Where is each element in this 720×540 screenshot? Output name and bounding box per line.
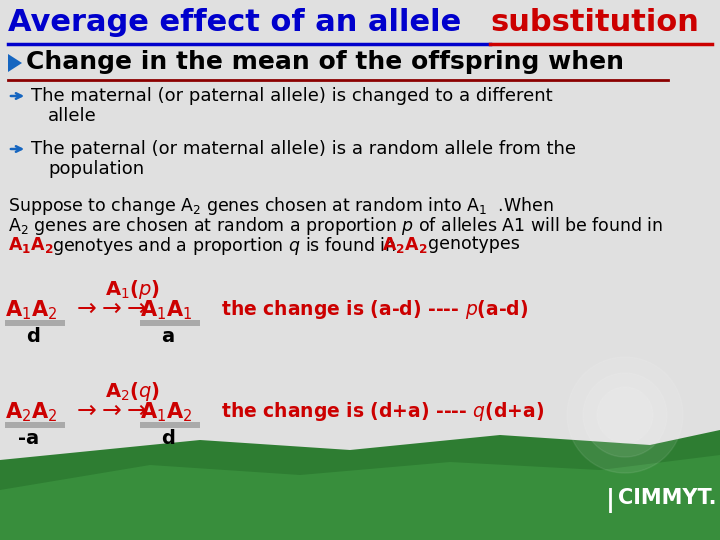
Text: population: population (48, 160, 144, 178)
Text: The paternal (or maternal allele) is a random allele from the: The paternal (or maternal allele) is a r… (31, 140, 576, 158)
Circle shape (567, 357, 683, 473)
Text: A$_2$ genes are chosen at random a proportion $p$ of alleles A1 will be found in: A$_2$ genes are chosen at random a propo… (8, 215, 663, 237)
Text: a: a (161, 327, 174, 346)
Text: $\bf{A_2A_2}$: $\bf{A_2A_2}$ (382, 235, 428, 255)
Polygon shape (0, 455, 720, 540)
Text: The maternal (or paternal allele) is changed to a different: The maternal (or paternal allele) is cha… (31, 87, 553, 105)
Bar (5, 422, 65, 428)
Text: A$_2$A$_2$: A$_2$A$_2$ (5, 400, 58, 423)
Bar (140, 422, 200, 428)
Text: Change in the mean of the offspring when: Change in the mean of the offspring when (26, 50, 624, 74)
Text: |: | (606, 488, 615, 513)
Text: A$_2$($q$): A$_2$($q$) (105, 380, 160, 403)
Bar (5, 320, 65, 326)
Text: the change is (d+a) ---- $q$(d+a): the change is (d+a) ---- $q$(d+a) (208, 400, 544, 423)
Text: Average effect of an allele: Average effect of an allele (8, 8, 472, 37)
Text: A$_1$($p$): A$_1$($p$) (105, 278, 160, 301)
Text: d: d (26, 327, 40, 346)
Text: substitution: substitution (490, 8, 699, 37)
Text: d: d (161, 429, 175, 448)
Text: genotypes: genotypes (428, 235, 520, 253)
Text: A$_1$A$_2$: A$_1$A$_2$ (5, 298, 58, 322)
Text: $\bf{A_1A_2}$: $\bf{A_1A_2}$ (8, 235, 53, 255)
Polygon shape (0, 430, 720, 540)
Text: -a: -a (18, 429, 39, 448)
Text: CIMMYT.: CIMMYT. (618, 488, 716, 508)
Text: $\rightarrow\!\rightarrow\!\rightarrow$: $\rightarrow\!\rightarrow\!\rightarrow$ (72, 296, 148, 320)
Polygon shape (8, 54, 22, 72)
Circle shape (583, 373, 667, 457)
Text: A$_1$A$_2$: A$_1$A$_2$ (140, 400, 192, 423)
Text: the change is (a-d) ---- $p$(a-d): the change is (a-d) ---- $p$(a-d) (208, 298, 528, 321)
Text: $\rightarrow\!\rightarrow\!\rightarrow$: $\rightarrow\!\rightarrow\!\rightarrow$ (72, 398, 148, 422)
Circle shape (597, 387, 653, 443)
Text: Suppose to change A$_2$ genes chosen at random into A$_1$  .When: Suppose to change A$_2$ genes chosen at … (8, 195, 554, 217)
Bar (140, 320, 200, 326)
Text: allele: allele (48, 107, 96, 125)
Text: genotyes and a proportion $q$ is found in: genotyes and a proportion $q$ is found i… (52, 235, 396, 257)
Text: A$_1$A$_1$: A$_1$A$_1$ (140, 298, 192, 322)
